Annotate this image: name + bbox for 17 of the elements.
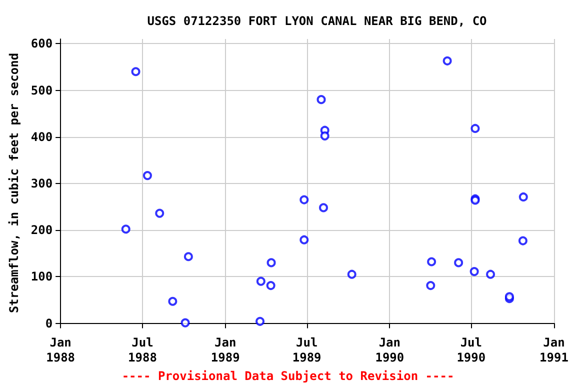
x-tick-label: Jan 1991: [540, 336, 568, 364]
y-tick-label: 100: [30, 270, 53, 284]
x-tick-label: Jul 1989: [292, 336, 322, 364]
y-tick-label: 500: [30, 83, 53, 98]
text: ---- Provisional Data Subject to Revision ----: [122, 369, 454, 383]
x-tick-label: Jul 1988: [128, 336, 157, 364]
y-tick-label: 400: [30, 130, 53, 144]
y-axis-title: Streamflow, in cubic feet per second: [7, 52, 21, 314]
x-tick-label: Jul 1990: [456, 336, 486, 364]
x-tick-label: Jan 1990: [375, 336, 404, 364]
y-tick-label: 0: [45, 316, 53, 330]
x-tick-label: Jan 1989: [210, 336, 240, 364]
chart-title: USGS 07122350 FORT LYON CANAL NEAR BIG BEND, CO: [147, 14, 487, 28]
y-tick-label: 200: [30, 223, 53, 238]
y-tick-label: 300: [30, 176, 53, 190]
y-tick-label: 600: [30, 36, 53, 51]
x-tick-label: Jan 1988: [46, 336, 76, 364]
